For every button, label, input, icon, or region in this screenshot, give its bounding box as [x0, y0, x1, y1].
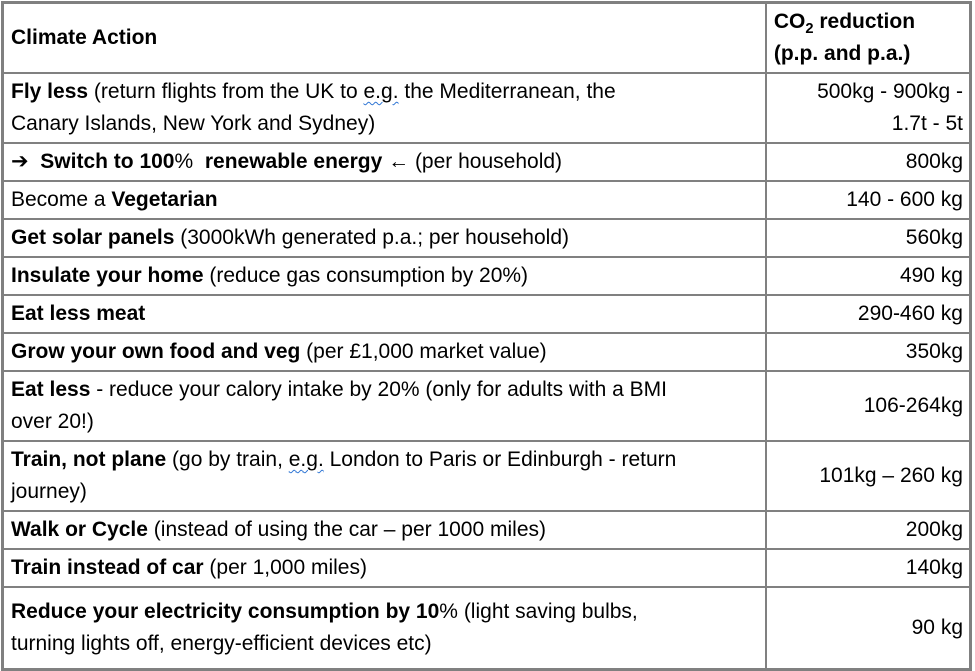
action-text: (per £1,000 market value)	[300, 340, 547, 363]
action-title: Reduce your electricity consumption by 1…	[11, 600, 440, 623]
table-row: ➔ Switch to 100% renewable energy ← (per…	[1, 142, 972, 182]
co2-value: 140 - 600 kg	[764, 180, 972, 220]
co2-value: 290-460 kg	[764, 294, 972, 334]
table-body: Fly less (return flights from the UK to …	[1, 72, 972, 671]
action-cell: Train, not plane (go by train, e.g. Lond…	[1, 440, 767, 512]
co2-value: 106-264kg	[764, 370, 972, 442]
action-title: Walk or Cycle	[11, 518, 148, 541]
table-row: Eat less meat 290-460 kg	[1, 294, 972, 334]
action-title: Get solar panels	[11, 226, 175, 249]
action-title: Eat less meat	[11, 302, 146, 325]
action-cell: ➔ Switch to 100% renewable energy ← (per…	[1, 142, 767, 182]
co2-label-suffix: reduction	[813, 10, 916, 33]
action-text: (light saving bulbs,	[457, 600, 638, 623]
table-row: Walk or Cycle (instead of using the car …	[1, 510, 972, 550]
co2-label-prefix: CO	[773, 10, 806, 33]
table-row: Become a Vegetarian 140 - 600 kg	[1, 180, 972, 220]
co2-value: 350kg	[764, 332, 972, 372]
action-text: the Mediterranean, the	[398, 80, 616, 103]
action-text: (return flights from the UK to	[88, 80, 364, 103]
action-title: Insulate your home	[11, 264, 204, 287]
action-title: Switch to 100	[40, 150, 175, 173]
action-text: (per household)	[409, 150, 563, 173]
table-row: Eat less - reduce your calory intake by …	[1, 370, 972, 442]
action-title: Fly less	[11, 80, 89, 103]
action-title: Train instead of car	[11, 556, 204, 579]
action-cell: Walk or Cycle (instead of using the car …	[1, 510, 767, 550]
co2-value: 490 kg	[764, 256, 972, 296]
action-cell: Insulate your home (reduce gas consumpti…	[1, 256, 767, 296]
co2-value: 90 kg	[764, 586, 972, 671]
co2-subscript: 2	[805, 21, 814, 38]
action-title: Grow your own food and veg	[11, 340, 301, 363]
action-cell: Eat less meat	[1, 294, 767, 334]
action-text: e.g.	[363, 80, 399, 103]
header-co2-reduction: CO2 reduction (p.p. and p.a.)	[764, 1, 972, 74]
action-text	[29, 150, 41, 173]
action-text: turning lights off, energy-efficient dev…	[11, 632, 432, 655]
action-text: over 20!)	[11, 410, 94, 433]
table-row: Grow your own food and veg (per £1,000 m…	[1, 332, 972, 372]
action-cell: Become a Vegetarian	[1, 180, 767, 220]
action-text: - reduce your calory intake by 20% (only…	[90, 378, 667, 401]
action-text: (reduce gas consumption by 20%)	[203, 264, 529, 287]
action-text: (go by train,	[166, 448, 289, 471]
action-title: renewable energy	[204, 150, 383, 173]
action-text: Become a	[11, 188, 112, 211]
action-cell: Fly less (return flights from the UK to …	[1, 72, 767, 144]
action-title: Train, not plane	[11, 448, 167, 471]
action-title: Vegetarian	[111, 188, 218, 211]
header-climate-action: Climate Action	[1, 1, 767, 74]
action-text: Canary Islands, New York and Sydney)	[11, 112, 376, 135]
action-cell: Eat less - reduce your calory intake by …	[1, 370, 767, 442]
action-cell: Reduce your electricity consumption by 1…	[1, 586, 767, 671]
action-title: Eat less	[11, 378, 91, 401]
action-cell: Train instead of car (per 1,000 miles)	[1, 548, 767, 588]
left-arrow-icon: ←	[388, 150, 410, 173]
table-row: Insulate your home (reduce gas consumpti…	[1, 256, 972, 296]
action-cell: Grow your own food and veg (per £1,000 m…	[1, 332, 767, 372]
action-text: %	[439, 600, 458, 623]
co2-value: 101kg – 260 kg	[764, 440, 972, 512]
action-text: (3000kWh generated p.a.; per household)	[174, 226, 569, 249]
co2-value: 140kg	[764, 548, 972, 588]
action-text: e.g.	[288, 448, 324, 471]
table-row: Train instead of car (per 1,000 miles) 14…	[1, 548, 972, 588]
co2-units-line: (p.p. and p.a.)	[773, 42, 911, 65]
action-cell: Get solar panels (3000kWh generated p.a.…	[1, 218, 767, 258]
table-row: Reduce your electricity consumption by 1…	[1, 586, 972, 671]
table-row: Train, not plane (go by train, e.g. Lond…	[1, 440, 972, 512]
action-text: (per 1,000 miles)	[203, 556, 367, 579]
co2-value: 200kg	[764, 510, 972, 550]
action-text: London to Paris or Edinburgh - return	[323, 448, 677, 471]
right-arrow-icon: ➔	[11, 150, 29, 173]
action-text: (instead of using the car – per 1000 mil…	[147, 518, 546, 541]
table-row: Get solar panels (3000kWh generated p.a.…	[1, 218, 972, 258]
action-text: %	[174, 150, 194, 173]
action-text: journey)	[11, 480, 87, 503]
co2-value: 500kg - 900kg -1.7t - 5t	[764, 72, 972, 144]
table-row: Fly less (return flights from the UK to …	[1, 72, 972, 144]
header-row: Climate Action CO2 reduction (p.p. and p…	[1, 1, 972, 74]
action-text	[193, 150, 205, 173]
co2-value: 800kg	[764, 142, 972, 182]
co2-value: 560kg	[764, 218, 972, 258]
